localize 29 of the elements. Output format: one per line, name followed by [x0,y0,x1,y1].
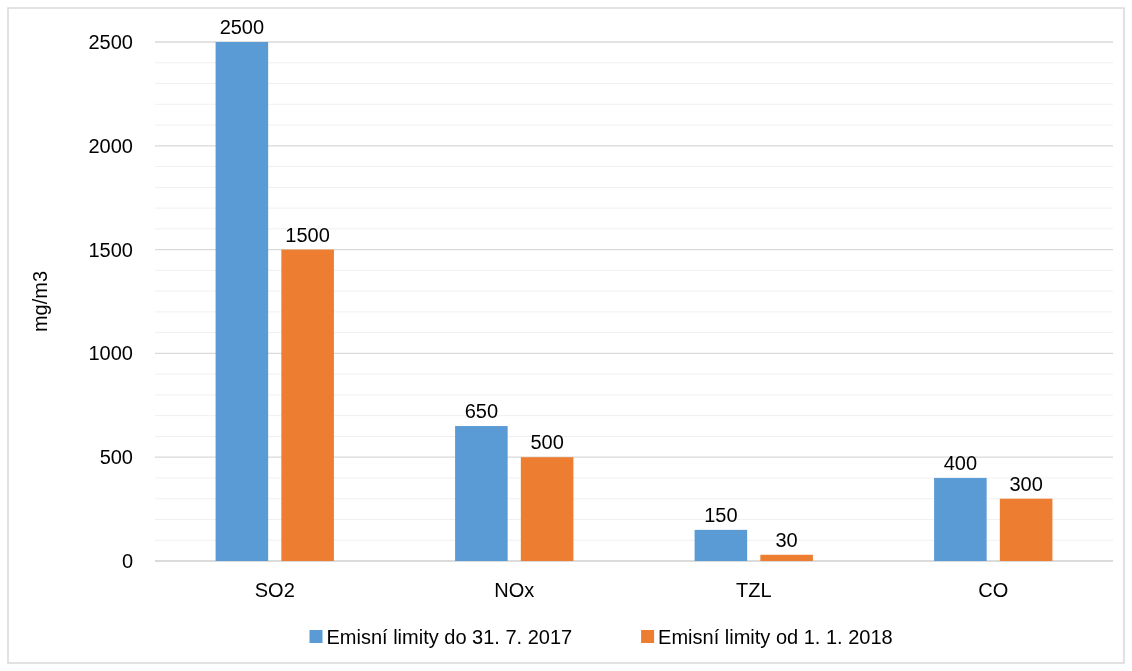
y-tick-label: 0 [121,550,133,572]
bar [281,249,334,561]
bar [760,554,813,561]
bar [455,426,508,561]
y-tick-label: 1000 [88,342,133,365]
data-label: 650 [464,400,499,423]
data-label: 500 [530,431,564,454]
x-tick-label: SO2 [254,579,295,601]
bar [999,498,1053,561]
data-label: 150 [704,503,738,526]
bar [934,477,987,561]
x-tick-label: TZL [735,579,772,601]
data-label: 2500 [219,16,265,38]
data-label: 400 [943,451,978,474]
x-tick-label: CO [978,579,1009,601]
y-tick-label: 2000 [88,134,133,157]
data-label: 30 [775,528,798,551]
bar [694,529,748,561]
y-tick-label: 500 [99,446,133,469]
bar [215,42,269,561]
y-axis-title: mg/m3 [29,270,51,333]
x-tick-label: NOx [494,579,535,601]
legend-label: Emisní limity od 1. 1. 2018 [658,626,893,648]
data-label: 1500 [285,223,330,246]
data-label: 300 [1009,472,1043,495]
y-tick-label: 1500 [88,238,133,261]
bar [520,457,574,561]
legend-label: Emisní limity do 31. 7. 2017 [326,626,573,648]
y-tick-label: 2500 [88,31,133,53]
